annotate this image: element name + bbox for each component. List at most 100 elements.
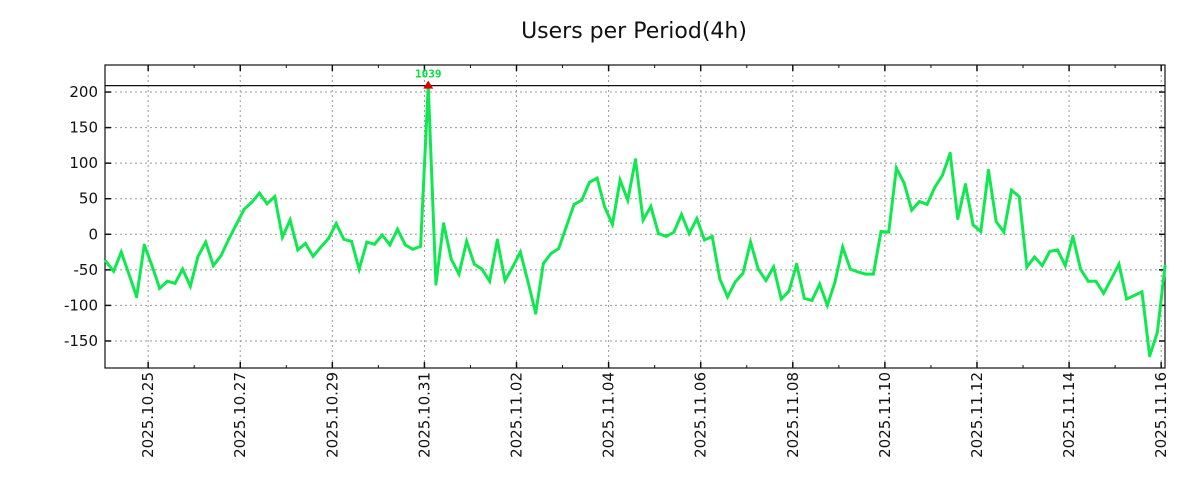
data-point	[603, 205, 607, 209]
data-point	[296, 248, 300, 252]
data-point	[672, 230, 676, 234]
data-point	[587, 180, 591, 184]
data-point	[1117, 262, 1121, 266]
data-point	[1063, 264, 1067, 268]
x-tick-label: 2025.10.25	[139, 372, 157, 458]
peak-marker-icon	[423, 80, 434, 89]
data-point	[1025, 265, 1029, 269]
series-users: 1039	[104, 68, 1167, 358]
data-point	[641, 218, 645, 222]
data-point	[887, 230, 891, 234]
data-point	[1102, 291, 1106, 295]
data-point	[1017, 195, 1021, 199]
x-tick-label: 2025.11.14	[1060, 372, 1078, 458]
data-point	[457, 272, 461, 276]
data-point	[173, 281, 177, 285]
y-tick-label: 150	[69, 119, 98, 137]
data-point	[1109, 277, 1113, 281]
data-point	[1132, 293, 1136, 297]
data-point	[618, 178, 622, 182]
data-point	[1002, 230, 1006, 234]
data-point	[303, 242, 307, 246]
data-point	[442, 222, 446, 226]
data-point	[165, 279, 169, 283]
data-point	[948, 151, 952, 155]
data-point	[680, 212, 684, 216]
data-point	[841, 245, 845, 249]
data-point	[495, 238, 499, 242]
data-point	[250, 200, 254, 204]
plot-frame	[104, 64, 1166, 369]
data-point	[288, 218, 292, 222]
data-point	[979, 229, 983, 233]
data-point	[334, 222, 338, 226]
data-point	[365, 240, 369, 244]
data-point	[150, 264, 154, 268]
data-point	[580, 198, 584, 202]
data-point	[104, 259, 108, 263]
data-point	[940, 173, 944, 177]
x-tick-label: 2025.10.27	[231, 372, 249, 458]
data-point	[472, 262, 476, 266]
data-point	[956, 217, 960, 221]
data-point	[795, 262, 799, 266]
data-point	[910, 208, 914, 212]
data-point	[419, 244, 423, 248]
data-point	[1040, 264, 1044, 268]
data-point	[1086, 279, 1090, 283]
x-tick-label: 2025.11.16	[1152, 372, 1170, 458]
x-tick-label: 2025.11.08	[784, 372, 802, 458]
data-point	[488, 279, 492, 283]
data-point	[1079, 267, 1083, 271]
data-point	[994, 219, 998, 223]
data-point	[595, 176, 599, 180]
data-point	[1148, 354, 1152, 358]
data-point	[380, 233, 384, 237]
data-point	[350, 239, 354, 243]
data-point	[434, 282, 438, 286]
data-point	[718, 277, 722, 281]
series-line	[104, 85, 1167, 357]
x-tick-label: 2025.10.29	[323, 372, 341, 458]
data-point	[633, 158, 637, 162]
data-point	[403, 243, 407, 247]
data-point	[1140, 290, 1144, 294]
data-point	[626, 198, 630, 202]
y-tick-label: -50	[74, 261, 99, 279]
data-point	[664, 234, 668, 238]
data-point	[357, 267, 361, 271]
data-point	[265, 202, 269, 206]
data-point	[733, 280, 737, 284]
data-point	[726, 295, 730, 299]
data-point	[703, 238, 707, 242]
x-tick-label: 2025.10.31	[415, 372, 433, 458]
x-tick-label: 2025.11.02	[508, 372, 526, 458]
y-tick-label: 0	[88, 225, 98, 243]
x-tick-label: 2025.11.04	[600, 372, 618, 458]
data-point	[396, 227, 400, 231]
data-point	[541, 261, 545, 265]
data-point	[526, 280, 530, 284]
peak-label: 1039	[415, 68, 442, 81]
x-tick-label: 2025.11.06	[692, 372, 710, 458]
data-point	[373, 242, 377, 246]
data-point	[549, 251, 553, 255]
data-point	[204, 240, 208, 244]
data-point	[656, 232, 660, 236]
data-point	[511, 265, 515, 269]
data-point	[710, 234, 714, 238]
data-point	[112, 269, 116, 273]
data-point	[1155, 330, 1159, 334]
data-point	[986, 168, 990, 172]
data-point	[503, 279, 507, 283]
data-point	[1125, 297, 1129, 301]
data-point	[234, 222, 238, 226]
data-point	[833, 280, 837, 284]
data-point	[127, 272, 131, 276]
y-tick-label: 50	[79, 190, 98, 208]
data-point	[779, 297, 783, 301]
data-point	[311, 254, 315, 258]
x-tick-label: 2025.11.12	[968, 372, 986, 458]
data-point	[917, 200, 921, 204]
